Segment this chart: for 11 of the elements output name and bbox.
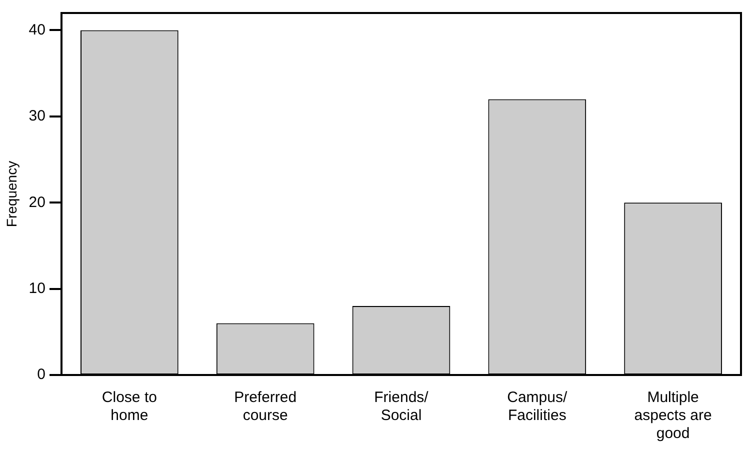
y-tick-label: 20 bbox=[28, 194, 46, 211]
x-tick-label: Friends/ Social bbox=[374, 389, 430, 424]
y-tick-label: 30 bbox=[28, 108, 46, 125]
y-tick-label: 10 bbox=[28, 280, 46, 297]
x-tick-label: Campus/ Facilities bbox=[507, 389, 568, 424]
x-tick-label: Close to home bbox=[102, 389, 157, 424]
x-tick-label: Multiple aspects are good bbox=[634, 389, 712, 442]
y-tick-label: 40 bbox=[28, 21, 46, 38]
y-axis-title: Frequency bbox=[3, 160, 20, 228]
y-tick-label: 0 bbox=[37, 366, 46, 384]
x-tick-label: Preferred course bbox=[234, 389, 297, 424]
